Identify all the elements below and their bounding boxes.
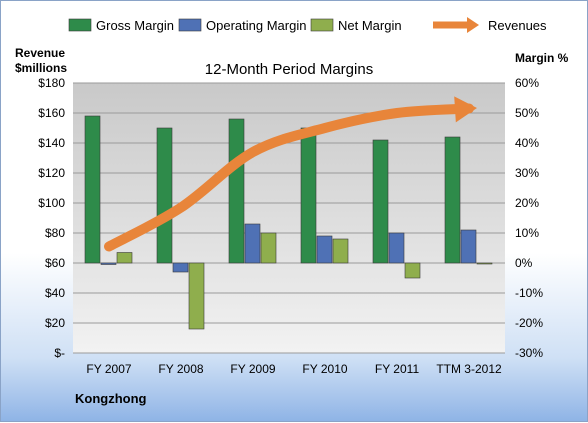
x-tick-label: TTM 3-2012 [436, 362, 502, 376]
gridlines [73, 82, 505, 354]
revenues-line [104, 103, 474, 252]
legend-swatch-net-margin [310, 18, 334, 32]
right-tick-label: 10% [515, 226, 539, 240]
right-tick-label: 50% [515, 106, 539, 120]
right-tick-label: -30% [515, 346, 543, 360]
left-tick-label: $120 [38, 166, 65, 180]
net-margin-bar [332, 238, 349, 264]
left-tick-label: $- [54, 346, 65, 360]
left-axis-label-line1: Revenue [15, 46, 65, 60]
right-tick-label: 0% [515, 256, 533, 270]
operating-margin-bar [316, 235, 333, 264]
left-tick-label: $100 [38, 196, 65, 210]
legend-label: Gross Margin [96, 18, 174, 33]
operating-margin-bar [100, 262, 117, 265]
legend-label: Operating Margin [206, 18, 306, 33]
gross-margin-bar [300, 127, 317, 264]
x-tick-label: FY 2011 [375, 362, 420, 376]
gross-margin-bar [84, 115, 101, 264]
left-tick-label: $40 [45, 286, 65, 300]
left-tick-label: $80 [45, 226, 65, 240]
left-axis-ticks: $- $20 $40 $60 $80 $100 $120 $140 $160 $180 [38, 76, 65, 360]
gross-margin-bar [372, 139, 389, 264]
x-tick-label: FY 2007 [86, 362, 131, 376]
x-tick-label: FY 2010 [302, 362, 347, 376]
right-tick-label: -20% [515, 316, 543, 330]
legend-swatch-gross-margin [68, 18, 92, 32]
company-label: Kongzhong [75, 391, 147, 406]
x-tick-label: FY 2009 [230, 362, 275, 376]
legend: Gross Margin Operating Margin Net Margin Re… [68, 17, 547, 33]
chart-title: 12-Month Period Margins [205, 61, 373, 78]
left-tick-label: $140 [38, 136, 65, 150]
bars [84, 115, 493, 330]
x-tick-label: FY 2008 [158, 362, 203, 376]
right-tick-label: 20% [515, 196, 539, 210]
plot-area [73, 83, 505, 353]
left-tick-label: $60 [45, 256, 65, 270]
legend-label: Net Margin [338, 18, 402, 33]
right-axis-label: Margin % [515, 51, 569, 65]
revenues-arrowhead [454, 96, 477, 123]
left-tick-label: $160 [38, 106, 65, 120]
net-margin-bar [404, 262, 421, 279]
net-margin-bar [116, 252, 133, 264]
net-margin-bar [260, 232, 277, 264]
right-tick-label: 60% [515, 76, 539, 90]
revenue-line-group [104, 96, 477, 252]
net-margin-bar [476, 262, 493, 265]
legend-swatch-operating-margin [178, 18, 202, 32]
left-axis-label-line2: $millions [15, 61, 67, 75]
gross-margin-bar [228, 118, 245, 264]
left-tick-label: $180 [38, 76, 65, 90]
right-tick-label: 30% [515, 166, 539, 180]
right-tick-label: -10% [515, 286, 543, 300]
operating-margin-bar [244, 223, 261, 264]
operating-margin-bar [172, 262, 189, 273]
legend-label: Revenues [488, 18, 547, 33]
gross-margin-bar [444, 136, 461, 264]
right-tick-label: 40% [515, 136, 539, 150]
operating-margin-bar [388, 232, 405, 264]
net-margin-bar [188, 262, 205, 330]
right-axis-ticks: -30% -20% -10% 0% 10% 20% 30% 40% 50% 60% [515, 76, 543, 360]
gross-margin-bar [156, 127, 173, 264]
legend-arrow-icon [467, 17, 479, 33]
x-axis-ticks: FY 2007 FY 2008 FY 2009 FY 2010 FY 2011 TTM 3… [86, 362, 502, 376]
left-tick-label: $20 [45, 316, 65, 330]
operating-margin-bar [460, 229, 477, 264]
